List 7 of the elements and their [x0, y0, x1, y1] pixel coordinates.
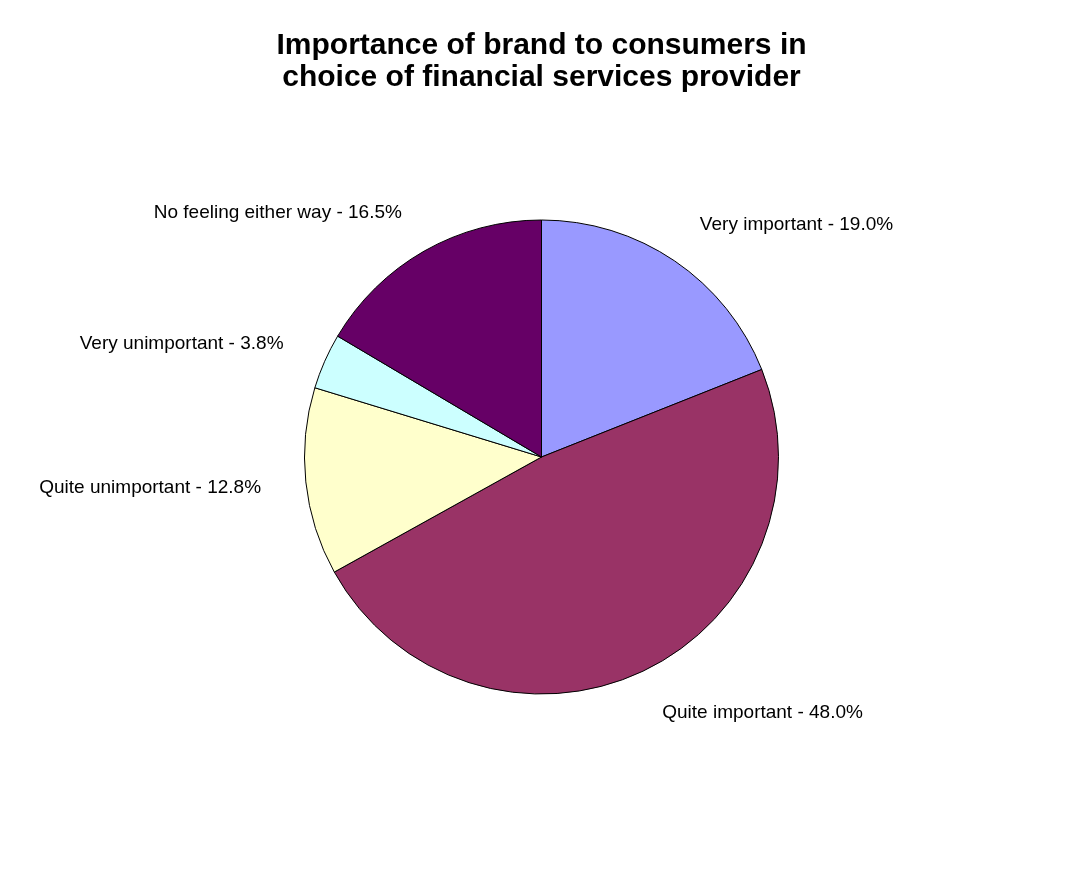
text: choice of financial services provider: [282, 59, 801, 92]
slice-label: Very important - 19.0%: [699, 212, 894, 234]
slice-label: No feeling either way - 16.5%: [153, 200, 403, 222]
text: Importance of brand to consumers in: [276, 27, 807, 60]
slice-label: Very unimportant - 3.8%: [79, 332, 284, 354]
slice-label: Quite unimportant - 12.8%: [39, 475, 262, 497]
slice-label: Quite important - 48.0%: [662, 700, 864, 722]
